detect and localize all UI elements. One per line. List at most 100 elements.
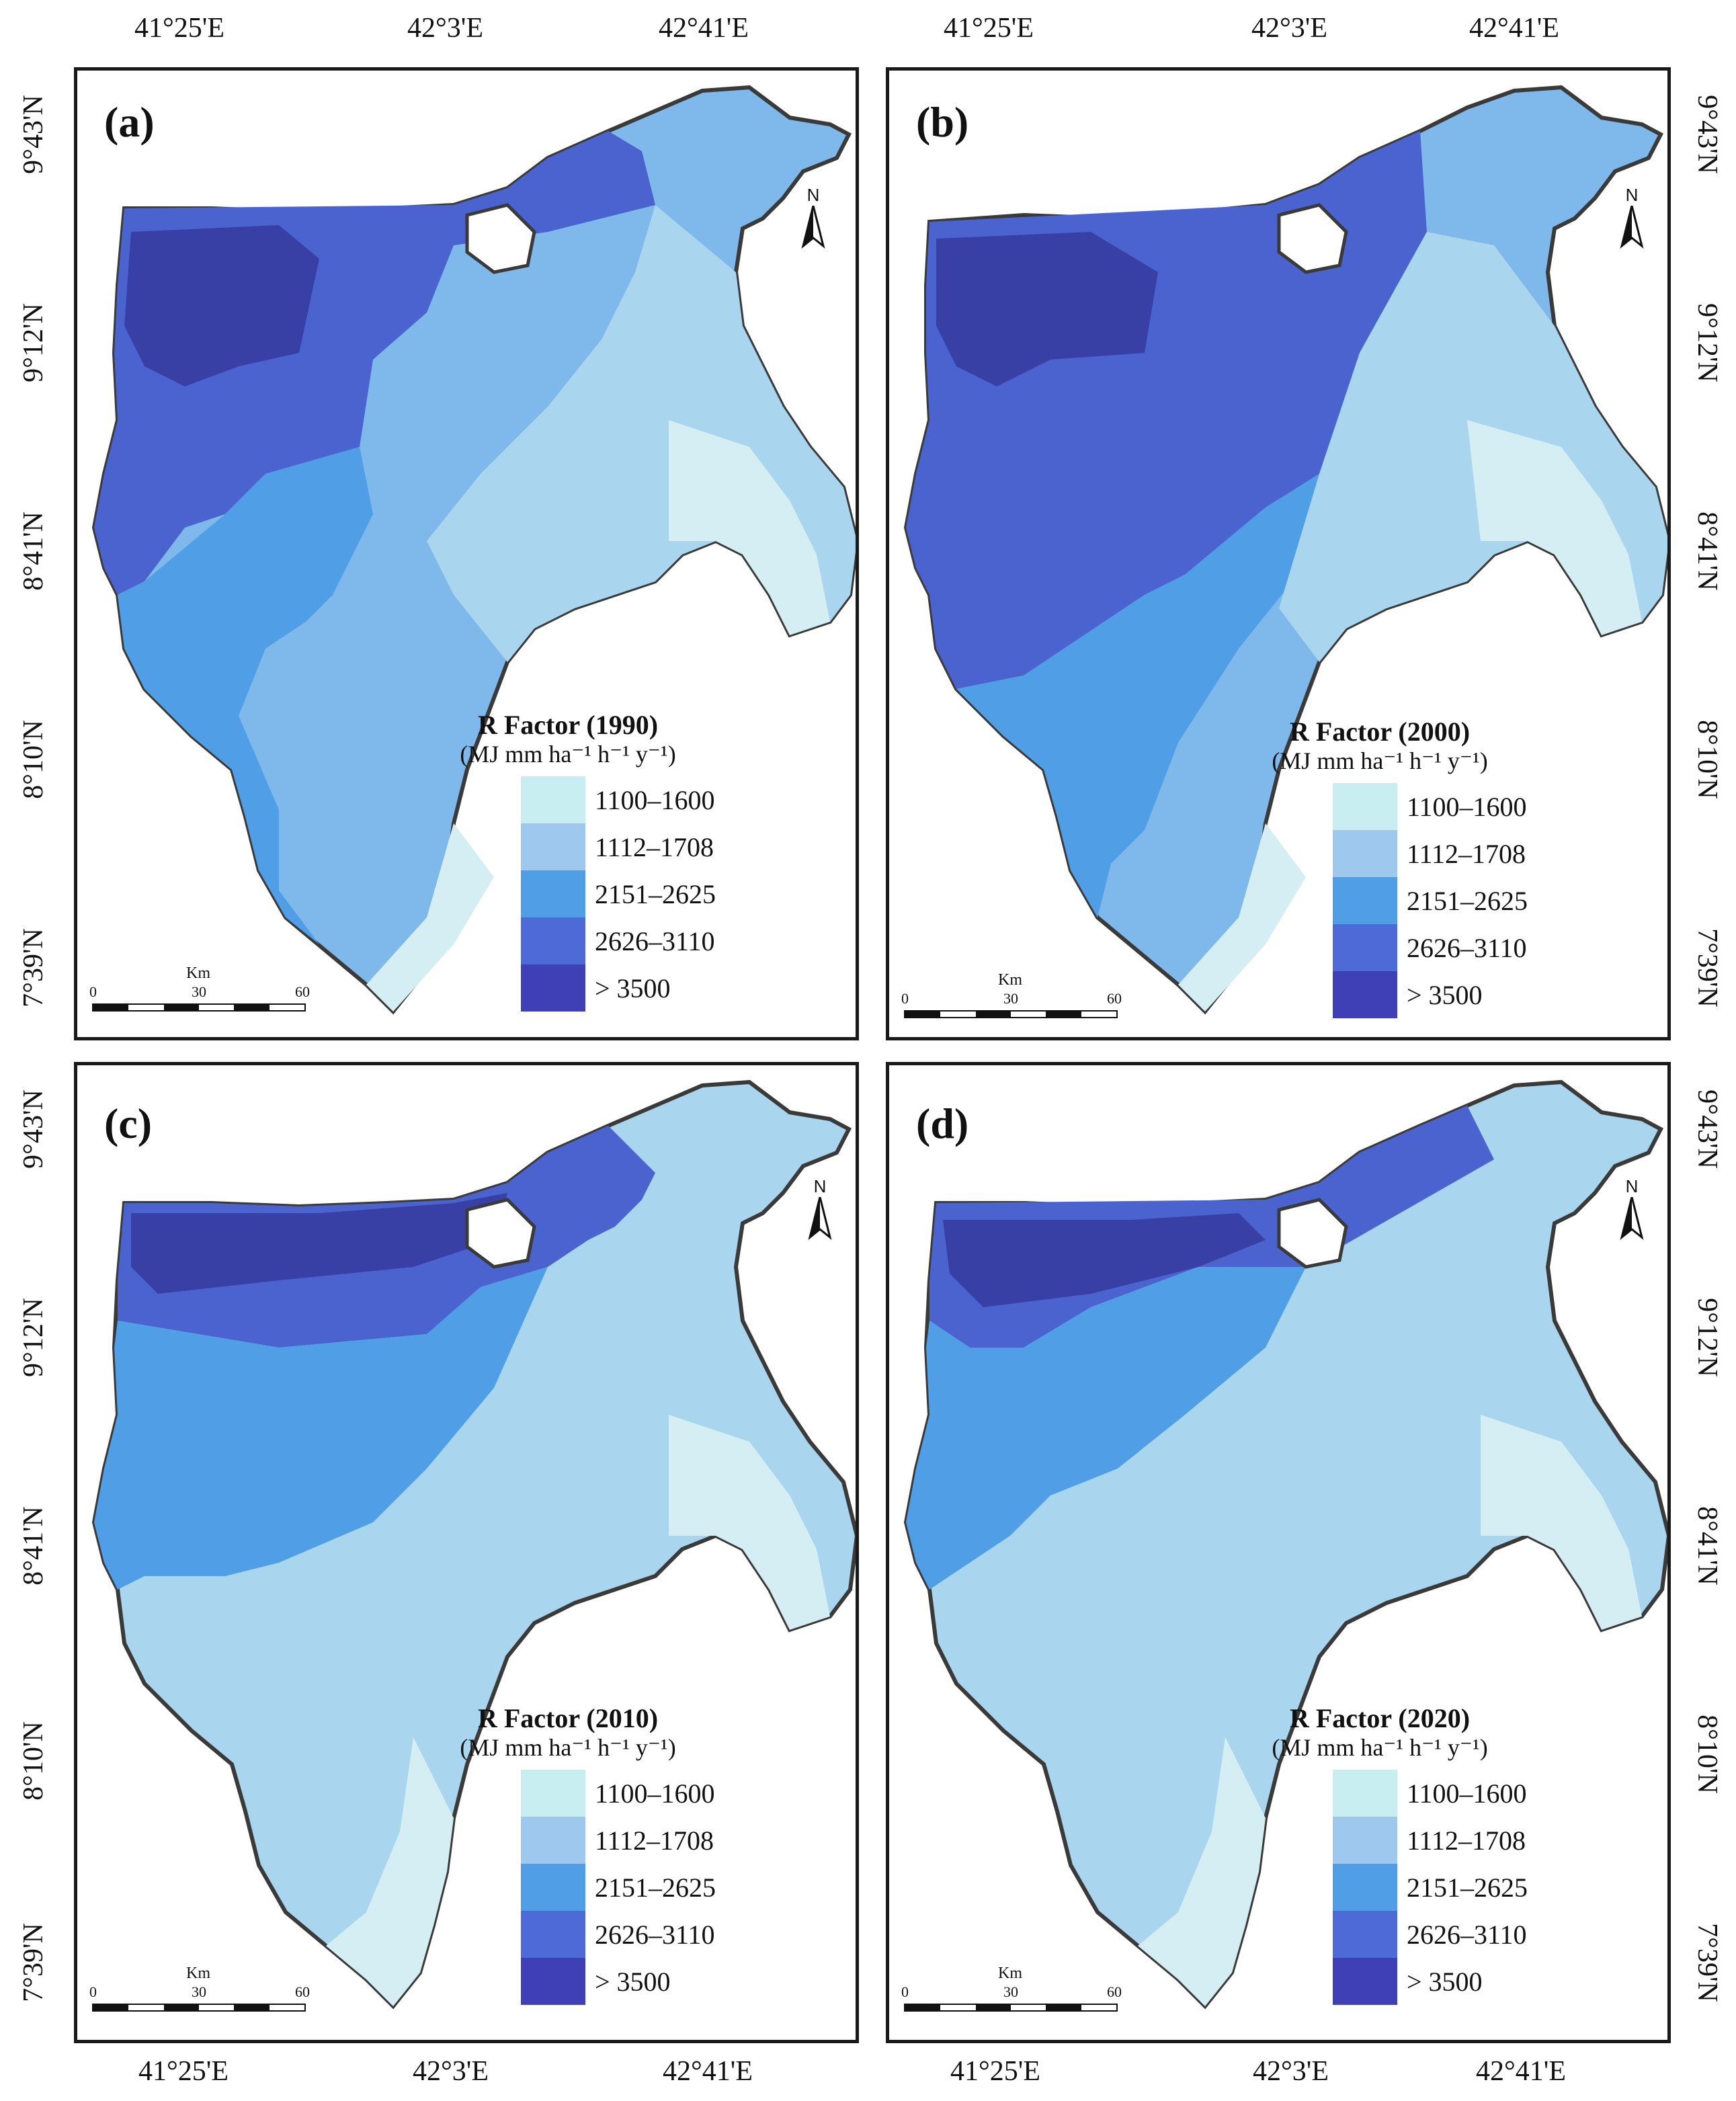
scale-bar-segments (904, 2004, 1118, 2012)
north-letter: N (807, 185, 820, 205)
map-b-svg (903, 85, 1667, 1015)
legend-range: 1112–1708 (595, 831, 714, 862)
top-lon-label-a1: 41°25'E (134, 13, 225, 44)
legend-row: 2626–3110 (1333, 1911, 1528, 1958)
left-lat-label-5: 7°39'N (18, 928, 49, 1007)
legend-range: 2151–2625 (1407, 1872, 1528, 1903)
scale-bar-segments (92, 2004, 306, 2012)
legend-range: > 3500 (595, 973, 671, 1003)
top-lon-label-a3: 42°41'E (659, 13, 749, 44)
legend-row: 2626–3110 (1333, 924, 1528, 971)
legend-range: > 3500 (1407, 1966, 1483, 1997)
legend-unit: (MJ mm ha⁻¹ h⁻¹ y⁻¹) (1272, 1734, 1488, 1761)
scale-tick-30: 30 (1003, 990, 1018, 1007)
north-arrow-icon (801, 205, 825, 249)
scale-bar-a: Km 0 30 60 (89, 964, 310, 1025)
legend-b: R Factor (2000) (MJ mm ha⁻¹ h⁻¹ y⁻¹) 110… (1232, 717, 1528, 1018)
bottom-lon-label-d3: 42°41'E (1476, 2056, 1567, 2087)
scale-tick-60: 60 (295, 983, 310, 1000)
right-lat-label-9: 8°10'N (1692, 1715, 1723, 1794)
legend-row: 2151–2625 (521, 1864, 716, 1911)
map-a-svg (91, 85, 856, 1015)
legend-row: 1112–1708 (1333, 1817, 1528, 1864)
scale-tick-30: 30 (192, 983, 206, 1000)
legend-row: 2626–3110 (521, 1911, 716, 1958)
scale-unit: Km (998, 1965, 1022, 1982)
legend-swatch (1333, 924, 1397, 971)
map-c-svg (91, 1079, 856, 2010)
scale-tick-0: 0 (89, 983, 97, 1000)
legend-swatch (521, 1817, 585, 1864)
scale-tick-60: 60 (295, 1983, 310, 2000)
bottom-lon-label-c2: 42°3'E (413, 2056, 489, 2087)
legend-row: 1112–1708 (521, 823, 716, 870)
map-d-svg (903, 1079, 1667, 2010)
right-lat-label-10: 7°39'N (1692, 1923, 1723, 2002)
legend-row: > 3500 (521, 1958, 716, 2005)
right-lat-label-8: 8°41'N (1692, 1506, 1723, 1585)
north-arrow-icon (808, 1196, 832, 1240)
right-lat-label-2: 9°12'N (1692, 303, 1723, 382)
panel-label-c: (c) (104, 1100, 153, 1147)
panel-label-b: (b) (916, 98, 969, 146)
legend-range: > 3500 (595, 1966, 671, 1997)
legend-swatch (521, 776, 585, 823)
legend-range: 1100–1600 (595, 784, 715, 815)
legend-swatch (521, 1958, 585, 2005)
legend-swatch (1333, 1864, 1397, 1911)
scale-unit: Km (186, 964, 210, 982)
legend-swatch (521, 1864, 585, 1911)
legend-row: 1100–1600 (1333, 1770, 1528, 1817)
legend-range: 1112–1708 (1407, 838, 1526, 869)
legend-swatch (521, 1911, 585, 1958)
bottom-lon-label-d1: 41°25'E (950, 2056, 1041, 2087)
legend-row: 1100–1600 (521, 1770, 716, 1817)
legend-range: 1112–1708 (595, 1825, 714, 1856)
legend-range: > 3500 (1407, 979, 1483, 1010)
right-lat-label-5: 7°39'N (1692, 928, 1723, 1007)
legend-swatch (521, 964, 585, 1012)
map-panel-d: (d) N R Factor (2020) (MJ mm ha⁻¹ h⁻¹ y⁻… (886, 1062, 1671, 2043)
right-lat-label-6: 9°43'N (1692, 1089, 1723, 1169)
legend-unit: (MJ mm ha⁻¹ h⁻¹ y⁻¹) (460, 1734, 676, 1761)
scale-unit: Km (186, 1965, 210, 1982)
scale-tick-30: 30 (192, 1983, 206, 2000)
legend-swatch (1333, 830, 1397, 877)
left-lat-label-10: 7°39'N (18, 1923, 49, 2002)
legend-row: 2151–2625 (1333, 1864, 1528, 1911)
bottom-lon-label-c1: 41°25'E (138, 2056, 229, 2087)
legend-range: 1100–1600 (1407, 791, 1527, 822)
legend-row: > 3500 (521, 964, 716, 1012)
legend-range: 2626–3110 (595, 1919, 715, 1950)
bottom-lon-label-c3: 42°41'E (663, 2056, 753, 2087)
legend-range: 2151–2625 (595, 1872, 716, 1903)
legend-row: > 3500 (1333, 971, 1528, 1018)
legend-swatch (1333, 783, 1397, 830)
scale-bar-b: Km 0 30 60 (901, 971, 1122, 1032)
legend-swatch (521, 1770, 585, 1817)
legend-unit: (MJ mm ha⁻¹ h⁻¹ y⁻¹) (1272, 747, 1488, 774)
scale-tick-30: 30 (1003, 1983, 1018, 2000)
panel-label-d: (d) (916, 1100, 969, 1147)
scale-bar-segments (92, 1003, 306, 1012)
legend-swatch (521, 823, 585, 870)
legend-range: 1100–1600 (595, 1778, 715, 1809)
left-lat-label-3: 8°41'N (18, 511, 49, 591)
legend-row: 1112–1708 (1333, 830, 1528, 877)
scale-tick-0: 0 (901, 1983, 909, 2000)
legend-title: R Factor (2020) (1289, 1703, 1471, 1733)
top-lon-label-a2: 42°3'E (407, 13, 484, 44)
legend-d: R Factor (2020) (MJ mm ha⁻¹ h⁻¹ y⁻¹) 110… (1232, 1704, 1528, 2005)
left-lat-label-2: 9°12'N (18, 303, 49, 382)
legend-title: R Factor (2000) (1289, 716, 1471, 747)
top-lon-label-b2: 42°3'E (1251, 13, 1328, 44)
scale-tick-0: 0 (89, 1983, 97, 2000)
legend-swatch (521, 870, 585, 917)
legend-row: 2151–2625 (521, 870, 716, 917)
legend-swatch (1333, 971, 1397, 1018)
left-lat-label-9: 8°10'N (18, 1721, 49, 1801)
legend-range: 2151–2625 (595, 878, 716, 909)
legend-c: R Factor (2010) (MJ mm ha⁻¹ h⁻¹ y⁻¹) 110… (420, 1704, 716, 2005)
map-panel-a: (a) N R Factor (1990) (MJ mm ha⁻¹ h⁻¹ y⁻… (74, 67, 859, 1040)
legend-title: R Factor (2010) (477, 1703, 659, 1733)
